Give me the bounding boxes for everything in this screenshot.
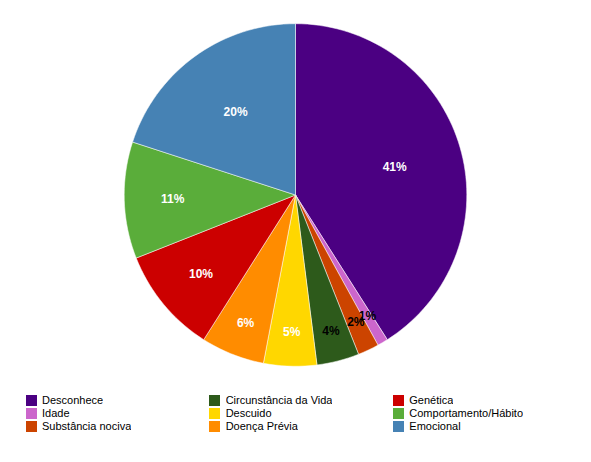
html-text:Genética: Genética <box>409 394 454 406</box>
svg-text:11%: 11% <box>161 192 185 206</box>
svg-text:2%: 2% <box>347 315 365 329</box>
html-text:Substância nociva: Substância nociva <box>42 420 132 432</box>
svg-text:1%: 1% <box>358 309 377 324</box>
svg-text:41%: 41% <box>383 160 407 174</box>
html-text:Descuido: Descuido <box>225 407 272 419</box>
html-text:Comportamento/Hábito: Comportamento/Hábito <box>409 407 523 419</box>
svg-text:4%: 4% <box>322 324 340 338</box>
svg-text:10%: 10% <box>189 267 213 281</box>
svg-text:20%: 20% <box>224 105 248 119</box>
svg-text:6%: 6% <box>237 316 255 330</box>
html-text:Emocional: Emocional <box>409 420 461 432</box>
html-text:Doença Prévia: Doença Prévia <box>225 420 298 432</box>
html-text:Circunstância da Vida: Circunstância da Vida <box>225 394 333 406</box>
svg-text:5%: 5% <box>283 325 301 339</box>
html-text:Idade: Idade <box>42 407 70 419</box>
html-text:Desconhece: Desconhece <box>42 394 104 406</box>
